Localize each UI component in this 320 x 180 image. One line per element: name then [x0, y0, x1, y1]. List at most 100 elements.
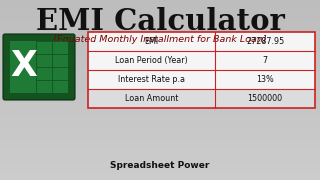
Bar	[0, 45, 320, 46]
Bar	[0, 99, 320, 100]
Bar	[0, 131, 320, 132]
Bar	[0, 105, 320, 106]
Bar	[0, 63, 320, 64]
Bar	[0, 177, 320, 178]
Bar	[0, 16, 320, 17]
Bar	[0, 108, 320, 109]
Bar	[0, 96, 320, 97]
Bar	[0, 137, 320, 138]
Bar	[0, 120, 320, 121]
Bar	[0, 52, 320, 53]
Bar	[0, 71, 320, 72]
Bar	[0, 169, 320, 170]
Bar	[0, 80, 320, 81]
Bar	[0, 62, 320, 63]
Bar	[0, 67, 320, 68]
Bar	[0, 86, 320, 87]
Bar	[0, 57, 320, 58]
Bar	[0, 162, 320, 163]
Bar	[0, 79, 320, 80]
Bar	[10, 41, 68, 93]
Bar	[0, 59, 320, 60]
Bar	[0, 27, 320, 28]
Bar	[0, 149, 320, 150]
Bar	[0, 29, 320, 30]
Bar	[88, 89, 315, 108]
Bar	[0, 129, 320, 130]
Bar	[0, 75, 320, 76]
Bar	[0, 20, 320, 21]
Bar	[0, 151, 320, 152]
Bar	[0, 48, 320, 49]
Bar	[0, 153, 320, 154]
Bar	[0, 47, 320, 48]
Bar	[0, 9, 320, 10]
Bar	[0, 68, 320, 69]
Bar	[0, 66, 320, 67]
Bar	[0, 165, 320, 166]
Bar	[0, 77, 320, 78]
Bar	[0, 115, 320, 116]
Bar	[0, 91, 320, 92]
Bar	[0, 58, 320, 59]
Bar	[0, 136, 320, 137]
Bar	[0, 2, 320, 3]
Bar	[0, 32, 320, 33]
Text: 7: 7	[262, 56, 268, 65]
Bar	[0, 41, 320, 42]
Bar	[0, 117, 320, 118]
Bar	[0, 33, 320, 34]
Text: X: X	[10, 49, 37, 83]
Bar	[0, 49, 320, 50]
Bar	[0, 39, 320, 40]
Bar	[0, 12, 320, 13]
FancyBboxPatch shape	[3, 34, 75, 100]
Bar	[0, 72, 320, 73]
Bar	[0, 31, 320, 32]
Bar	[0, 37, 320, 38]
Bar	[0, 23, 320, 24]
Bar	[0, 36, 320, 37]
Text: EMI: EMI	[145, 37, 159, 46]
Bar	[0, 93, 320, 94]
Bar	[0, 81, 320, 82]
Bar	[0, 116, 320, 117]
Bar	[0, 164, 320, 165]
Bar	[0, 8, 320, 9]
Bar	[0, 124, 320, 125]
Bar	[0, 130, 320, 131]
Bar	[0, 7, 320, 8]
Bar	[0, 175, 320, 176]
Bar	[0, 95, 320, 96]
Bar	[0, 56, 320, 57]
Text: 1500000: 1500000	[247, 94, 283, 103]
Bar	[0, 126, 320, 127]
Bar	[0, 30, 320, 31]
Bar	[0, 28, 320, 29]
Bar	[0, 104, 320, 105]
Bar	[0, 158, 320, 159]
Bar	[0, 92, 320, 93]
Bar	[0, 51, 320, 52]
Bar	[0, 133, 320, 134]
Text: Loan Period (Year): Loan Period (Year)	[115, 56, 188, 65]
Bar	[0, 118, 320, 119]
Bar	[0, 5, 320, 6]
Bar	[0, 159, 320, 160]
Bar	[0, 0, 320, 1]
Bar	[0, 102, 320, 103]
Bar	[0, 13, 320, 14]
Bar	[0, 146, 320, 147]
Bar	[0, 103, 320, 104]
Bar	[0, 178, 320, 179]
Bar	[0, 42, 320, 43]
Text: 27287.95: 27287.95	[246, 37, 284, 46]
Bar	[0, 160, 320, 161]
Bar	[0, 74, 320, 75]
Bar	[0, 179, 320, 180]
Bar	[0, 145, 320, 146]
Bar	[0, 174, 320, 175]
Bar	[0, 18, 320, 19]
Bar	[0, 114, 320, 115]
Bar	[0, 155, 320, 156]
